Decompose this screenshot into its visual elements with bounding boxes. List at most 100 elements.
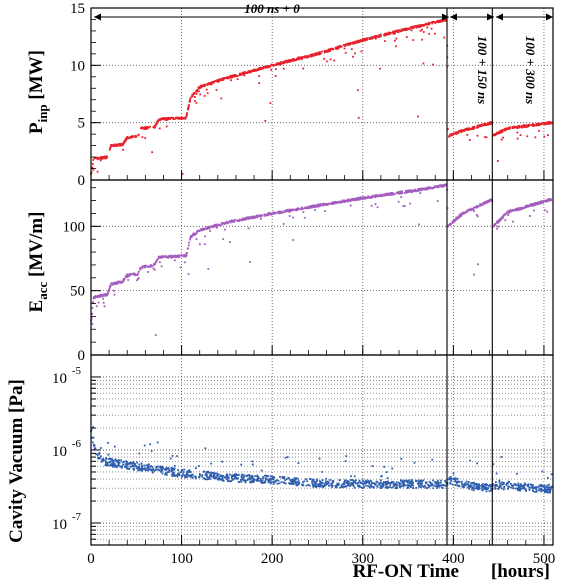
point-inp-352 — [194, 100, 196, 102]
point-acc-1125 — [495, 224, 497, 226]
point-vac-1273 — [231, 476, 233, 478]
point-inp-1274 — [116, 144, 118, 146]
point-vac-600 — [451, 478, 453, 480]
point-vac-1102 — [215, 472, 217, 474]
point-inp-1247 — [159, 128, 161, 130]
point-inp-1269 — [394, 32, 396, 34]
point-vac-1036 — [520, 488, 522, 490]
point-inp-427 — [92, 169, 94, 171]
point-inp-996 — [275, 64, 277, 66]
point-vac-664 — [351, 482, 353, 484]
point-vac-836 — [93, 437, 95, 439]
point-vac-1082 — [164, 468, 166, 470]
point-acc-263 — [364, 198, 366, 200]
point-inp-215 — [302, 68, 304, 70]
point-vac-1136 — [544, 489, 546, 491]
point-vac-1245 — [329, 479, 331, 481]
point-acc-597 — [289, 215, 291, 217]
point-inp-1282 — [256, 69, 258, 71]
point-acc-491 — [229, 241, 231, 243]
point-inp-1160 — [373, 37, 375, 39]
point-vac-1021 — [486, 484, 488, 486]
point-acc-1225 — [550, 198, 552, 200]
point-vac-1268 — [388, 486, 390, 488]
point-acc-1291 — [206, 226, 208, 228]
point-vac-85 — [440, 480, 442, 482]
point-vac-864 — [162, 467, 164, 469]
point-vac-1062 — [279, 476, 281, 478]
point-vac-1197 — [147, 467, 149, 469]
point-vac-863 — [103, 459, 105, 461]
point-acc-1146 — [136, 274, 138, 276]
point-vac-580 — [507, 488, 509, 490]
point-vac-1248 — [456, 482, 458, 484]
point-acc-1088 — [126, 273, 128, 275]
point-inp-876 — [186, 113, 188, 115]
point-acc-1235 — [172, 256, 174, 258]
point-vac-79 — [469, 460, 471, 462]
point-vac-715 — [436, 487, 438, 489]
point-inp-931 — [220, 98, 222, 100]
point-inp-372 — [275, 75, 277, 77]
point-inp-301 — [538, 130, 540, 132]
point-acc-1121 — [285, 210, 287, 212]
point-vac-1271 — [471, 489, 473, 491]
point-inp-945 — [151, 151, 153, 153]
point-vac-1087 — [532, 490, 534, 492]
point-acc-1259 — [151, 265, 153, 267]
point-acc-1243 — [279, 212, 281, 214]
point-vac-1127 — [474, 487, 476, 489]
point-vac-1050 — [478, 483, 480, 485]
point-vac-1072 — [403, 481, 405, 483]
point-vac-1065 — [252, 464, 254, 466]
point-inp-1116 — [121, 143, 123, 145]
point-acc-1188 — [306, 206, 308, 208]
point-inp-91 — [412, 39, 414, 41]
point-vac-1120 — [431, 483, 433, 485]
point-vac-1265 — [354, 481, 356, 483]
point-vac-1226 — [519, 489, 521, 491]
point-vac-1212 — [516, 473, 518, 475]
point-vac-1177 — [370, 480, 372, 482]
point-acc-863 — [334, 202, 336, 204]
point-inp-1227 — [419, 24, 421, 26]
point-vac-523 — [298, 462, 300, 464]
point-inp-1156 — [422, 24, 424, 26]
point-inp-263 — [501, 139, 503, 141]
point-inp-1207 — [142, 136, 144, 138]
point-vac-1115 — [160, 466, 162, 468]
point-acc-1278 — [408, 190, 410, 192]
point-vac-1154 — [214, 476, 216, 478]
point-acc-870 — [373, 195, 375, 197]
point-acc-1040 — [290, 209, 292, 211]
point-vac-1218 — [125, 466, 127, 468]
point-vac-490 — [198, 476, 200, 478]
point-inp-403 — [275, 68, 277, 70]
point-vac-1163 — [358, 481, 360, 483]
point-vac-539 — [281, 481, 283, 483]
point-acc-1064 — [103, 302, 105, 304]
point-vac-967 — [468, 484, 470, 486]
point-inp-1077 — [489, 122, 491, 124]
point-vac-1121 — [98, 457, 100, 459]
point-inp-895 — [92, 163, 94, 165]
point-inp-1196 — [324, 51, 326, 53]
point-inp-1278 — [198, 87, 200, 89]
point-inp-1174 — [144, 126, 146, 128]
point-inp-1254 — [115, 144, 117, 146]
point-vac-1250 — [530, 484, 532, 486]
point-vac-182 — [433, 485, 435, 487]
point-acc-1265 — [536, 203, 538, 205]
point-acc-617 — [358, 199, 360, 201]
point-inp-537 — [330, 58, 332, 60]
xlabel-unit: [hours] — [491, 561, 550, 582]
point-vac-961 — [464, 482, 466, 484]
point-vac-1228 — [508, 481, 510, 483]
point-inp-728 — [157, 121, 159, 123]
point-vac-364 — [461, 481, 463, 483]
point-inp-921 — [521, 125, 523, 127]
point-vac-1146 — [399, 486, 401, 488]
point-vac-937 — [365, 485, 367, 487]
point-vac-1141 — [345, 480, 347, 482]
point-inp-1143 — [505, 128, 507, 130]
